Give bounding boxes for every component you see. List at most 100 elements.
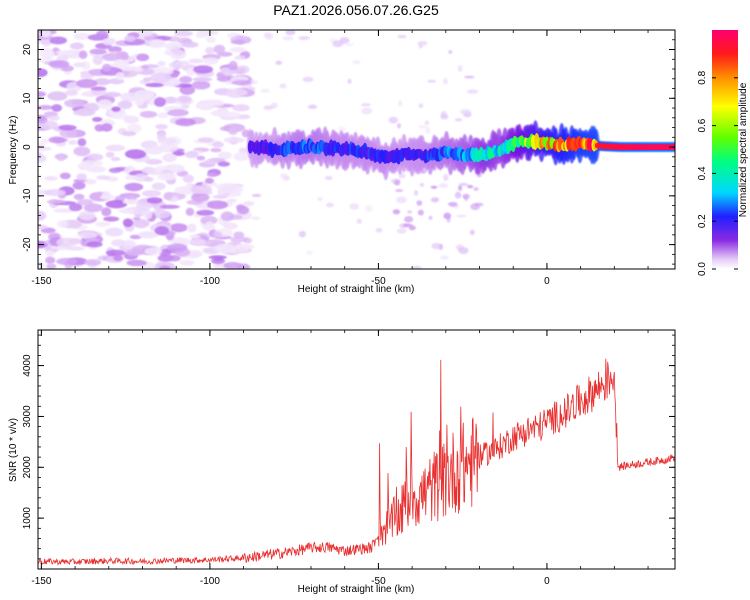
heatmap-cell — [93, 78, 111, 86]
heatmap-cell — [159, 204, 180, 209]
heatmap-cell — [438, 243, 444, 251]
heatmap-cell — [103, 91, 122, 98]
heatmap-cell — [298, 230, 306, 238]
heatmap-cell — [159, 265, 171, 269]
heatmap-cell — [325, 202, 334, 208]
heatmap-cell — [91, 117, 103, 122]
heatmap-cell — [223, 261, 243, 269]
heatmap-cell — [73, 146, 91, 157]
heatmap-cell — [134, 97, 145, 106]
y-tick-label: 2000 — [22, 456, 33, 479]
heatmap-cell — [275, 60, 283, 66]
heatmap-cell — [241, 84, 252, 89]
heatmap-cell — [226, 88, 248, 97]
heatmap-cell — [473, 187, 479, 191]
heatmap-cell — [76, 78, 98, 89]
heatmap-cell — [212, 141, 224, 148]
heatmap-cell — [458, 185, 463, 191]
heatmap-cell — [146, 197, 163, 204]
heatmap-cell — [113, 59, 130, 68]
heatmap-cell — [38, 68, 48, 77]
heatmap-cell — [188, 58, 204, 64]
heatmap-cell — [440, 255, 449, 260]
heatmap-cell — [223, 136, 245, 144]
heatmap-cell — [167, 243, 188, 252]
heatmap-cell — [136, 53, 150, 62]
heatmap-cell — [151, 182, 166, 191]
heatmap-cell — [188, 234, 201, 239]
heatmap-cell — [352, 59, 361, 65]
heatmap-cell — [356, 218, 362, 225]
heatmap-cell — [220, 69, 235, 75]
heatmap-cell — [38, 142, 46, 147]
heatmap-cell — [459, 109, 471, 115]
heatmap-cell — [97, 99, 113, 110]
heatmap-cell — [217, 151, 232, 160]
heatmap-cell — [80, 71, 90, 77]
heatmap-cell — [260, 88, 271, 93]
heatmap-cell — [94, 221, 111, 227]
heatmap-cell — [59, 172, 71, 180]
heatmap-cell — [307, 104, 318, 110]
heatmap-cell — [38, 105, 54, 110]
heatmap-cell — [231, 237, 242, 244]
heatmap-cell — [121, 131, 137, 137]
heatmap-cell — [280, 173, 288, 179]
heatmap-cell — [101, 207, 112, 217]
y-tick-label: 3000 — [22, 405, 33, 428]
heatmap-cell — [157, 254, 174, 262]
colorbar-tick-label: 0.0 — [697, 262, 708, 276]
heatmap-cell — [139, 110, 158, 118]
heatmap-cell — [105, 199, 128, 209]
heatmap-cell — [186, 223, 197, 233]
heatmap-cell — [73, 32, 91, 41]
heatmap-cell — [103, 216, 120, 222]
colorbar-tick-label: 0.2 — [697, 214, 708, 228]
heatmap-cell — [124, 175, 138, 180]
snr-frame — [37, 329, 676, 570]
heatmap-cell — [419, 182, 424, 187]
heatmap-cell — [205, 221, 214, 230]
heatmap-cell — [58, 124, 77, 131]
heatmap-cell — [263, 105, 274, 110]
heatmap-cell — [417, 209, 424, 216]
heatmap-cell — [44, 176, 58, 181]
heatmap-cell — [64, 89, 79, 96]
heatmap-cell — [101, 53, 120, 62]
heatmap-cell — [395, 196, 407, 204]
heatmap-cell — [190, 184, 212, 194]
heatmap-cell — [417, 41, 428, 46]
heatmap-cell — [454, 191, 462, 199]
heatmap-cell — [113, 254, 123, 262]
heatmap-cell — [233, 152, 249, 162]
heatmap-cell — [124, 35, 136, 42]
heatmap-cell — [145, 82, 164, 88]
heatmap-cell — [360, 103, 371, 107]
heatmap-cell — [456, 214, 467, 218]
heatmap-cell — [228, 60, 238, 71]
heatmap-cell — [127, 123, 142, 133]
heatmap-cell — [466, 89, 479, 94]
heatmap-cell — [427, 79, 437, 83]
heatmap-cell — [122, 239, 136, 250]
y-tick-label: -20 — [22, 237, 33, 252]
heatmap-cell — [51, 104, 63, 112]
heatmap-cell — [407, 210, 412, 214]
heatmap-cell — [40, 30, 51, 38]
heatmap-cell — [86, 241, 103, 248]
heatmap-cell — [124, 182, 144, 192]
heatmap-cell — [191, 192, 210, 202]
heatmap-cell — [413, 190, 419, 196]
colorbar-tick-label: 0.4 — [697, 166, 708, 180]
heatmap-cell — [229, 47, 247, 53]
heatmap-cell — [388, 116, 398, 124]
heatmap-cell — [164, 42, 183, 51]
heatmap-cell — [197, 137, 214, 143]
heatmap-cell — [46, 199, 66, 204]
heatmap-cell — [72, 109, 95, 116]
heatmap-cell — [81, 159, 103, 167]
heatmap-cell — [38, 154, 47, 163]
heatmap-cell — [174, 30, 193, 37]
heatmap-cell — [411, 265, 422, 269]
heatmap-cell — [150, 72, 172, 83]
